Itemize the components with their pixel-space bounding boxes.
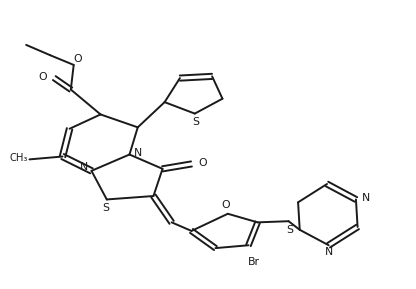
Text: N: N xyxy=(362,193,370,203)
Text: O: O xyxy=(221,200,230,210)
Text: S: S xyxy=(286,225,293,235)
Text: N: N xyxy=(325,247,334,257)
Text: N: N xyxy=(80,162,88,173)
Text: O: O xyxy=(199,158,207,168)
Text: N: N xyxy=(134,148,142,158)
Text: S: S xyxy=(192,117,199,127)
Text: O: O xyxy=(38,72,47,82)
Text: S: S xyxy=(102,203,109,213)
Text: O: O xyxy=(74,54,82,64)
Text: Br: Br xyxy=(248,257,260,267)
Text: CH₃: CH₃ xyxy=(10,153,28,163)
